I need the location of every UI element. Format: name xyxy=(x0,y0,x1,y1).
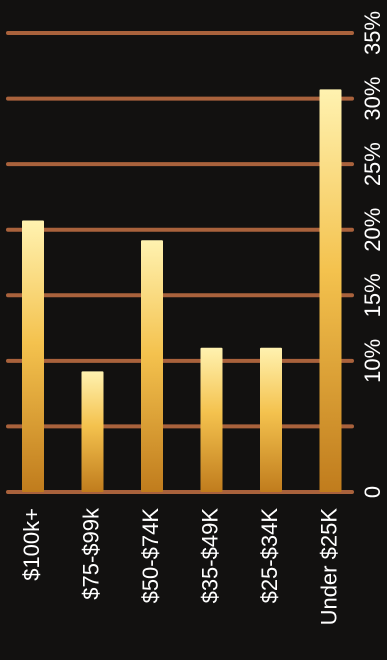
tick-label: 0 xyxy=(360,486,385,498)
bar xyxy=(81,371,104,492)
category-label: $75-$99k xyxy=(78,507,103,600)
tick-label: 20% xyxy=(360,208,385,252)
category-label: $35-$49K xyxy=(197,508,222,604)
category-label: Under $25K xyxy=(316,508,341,626)
tick-label: 15% xyxy=(360,273,385,317)
tick-label: 30% xyxy=(360,77,385,121)
tick-label: 10% xyxy=(360,339,385,383)
category-labels: $100k+ $75-$99k $50-$74K $35-$49K $25-$34K Un… xyxy=(19,507,342,625)
value-axis-tick-labels: 0 10% 15% 20% 25% 30% 35% xyxy=(360,11,385,498)
tick-label: 35% xyxy=(360,11,385,55)
bar xyxy=(22,220,44,492)
bar xyxy=(260,347,282,492)
tick-label: 25% xyxy=(360,142,385,186)
category-label: $25-$34K xyxy=(257,508,282,604)
gridlines xyxy=(6,31,354,494)
category-label: $100k+ xyxy=(19,508,44,581)
bars xyxy=(22,89,342,493)
category-label: $50-$74K xyxy=(138,508,163,604)
bar xyxy=(319,89,342,493)
bar xyxy=(200,347,223,492)
bar xyxy=(141,240,163,492)
